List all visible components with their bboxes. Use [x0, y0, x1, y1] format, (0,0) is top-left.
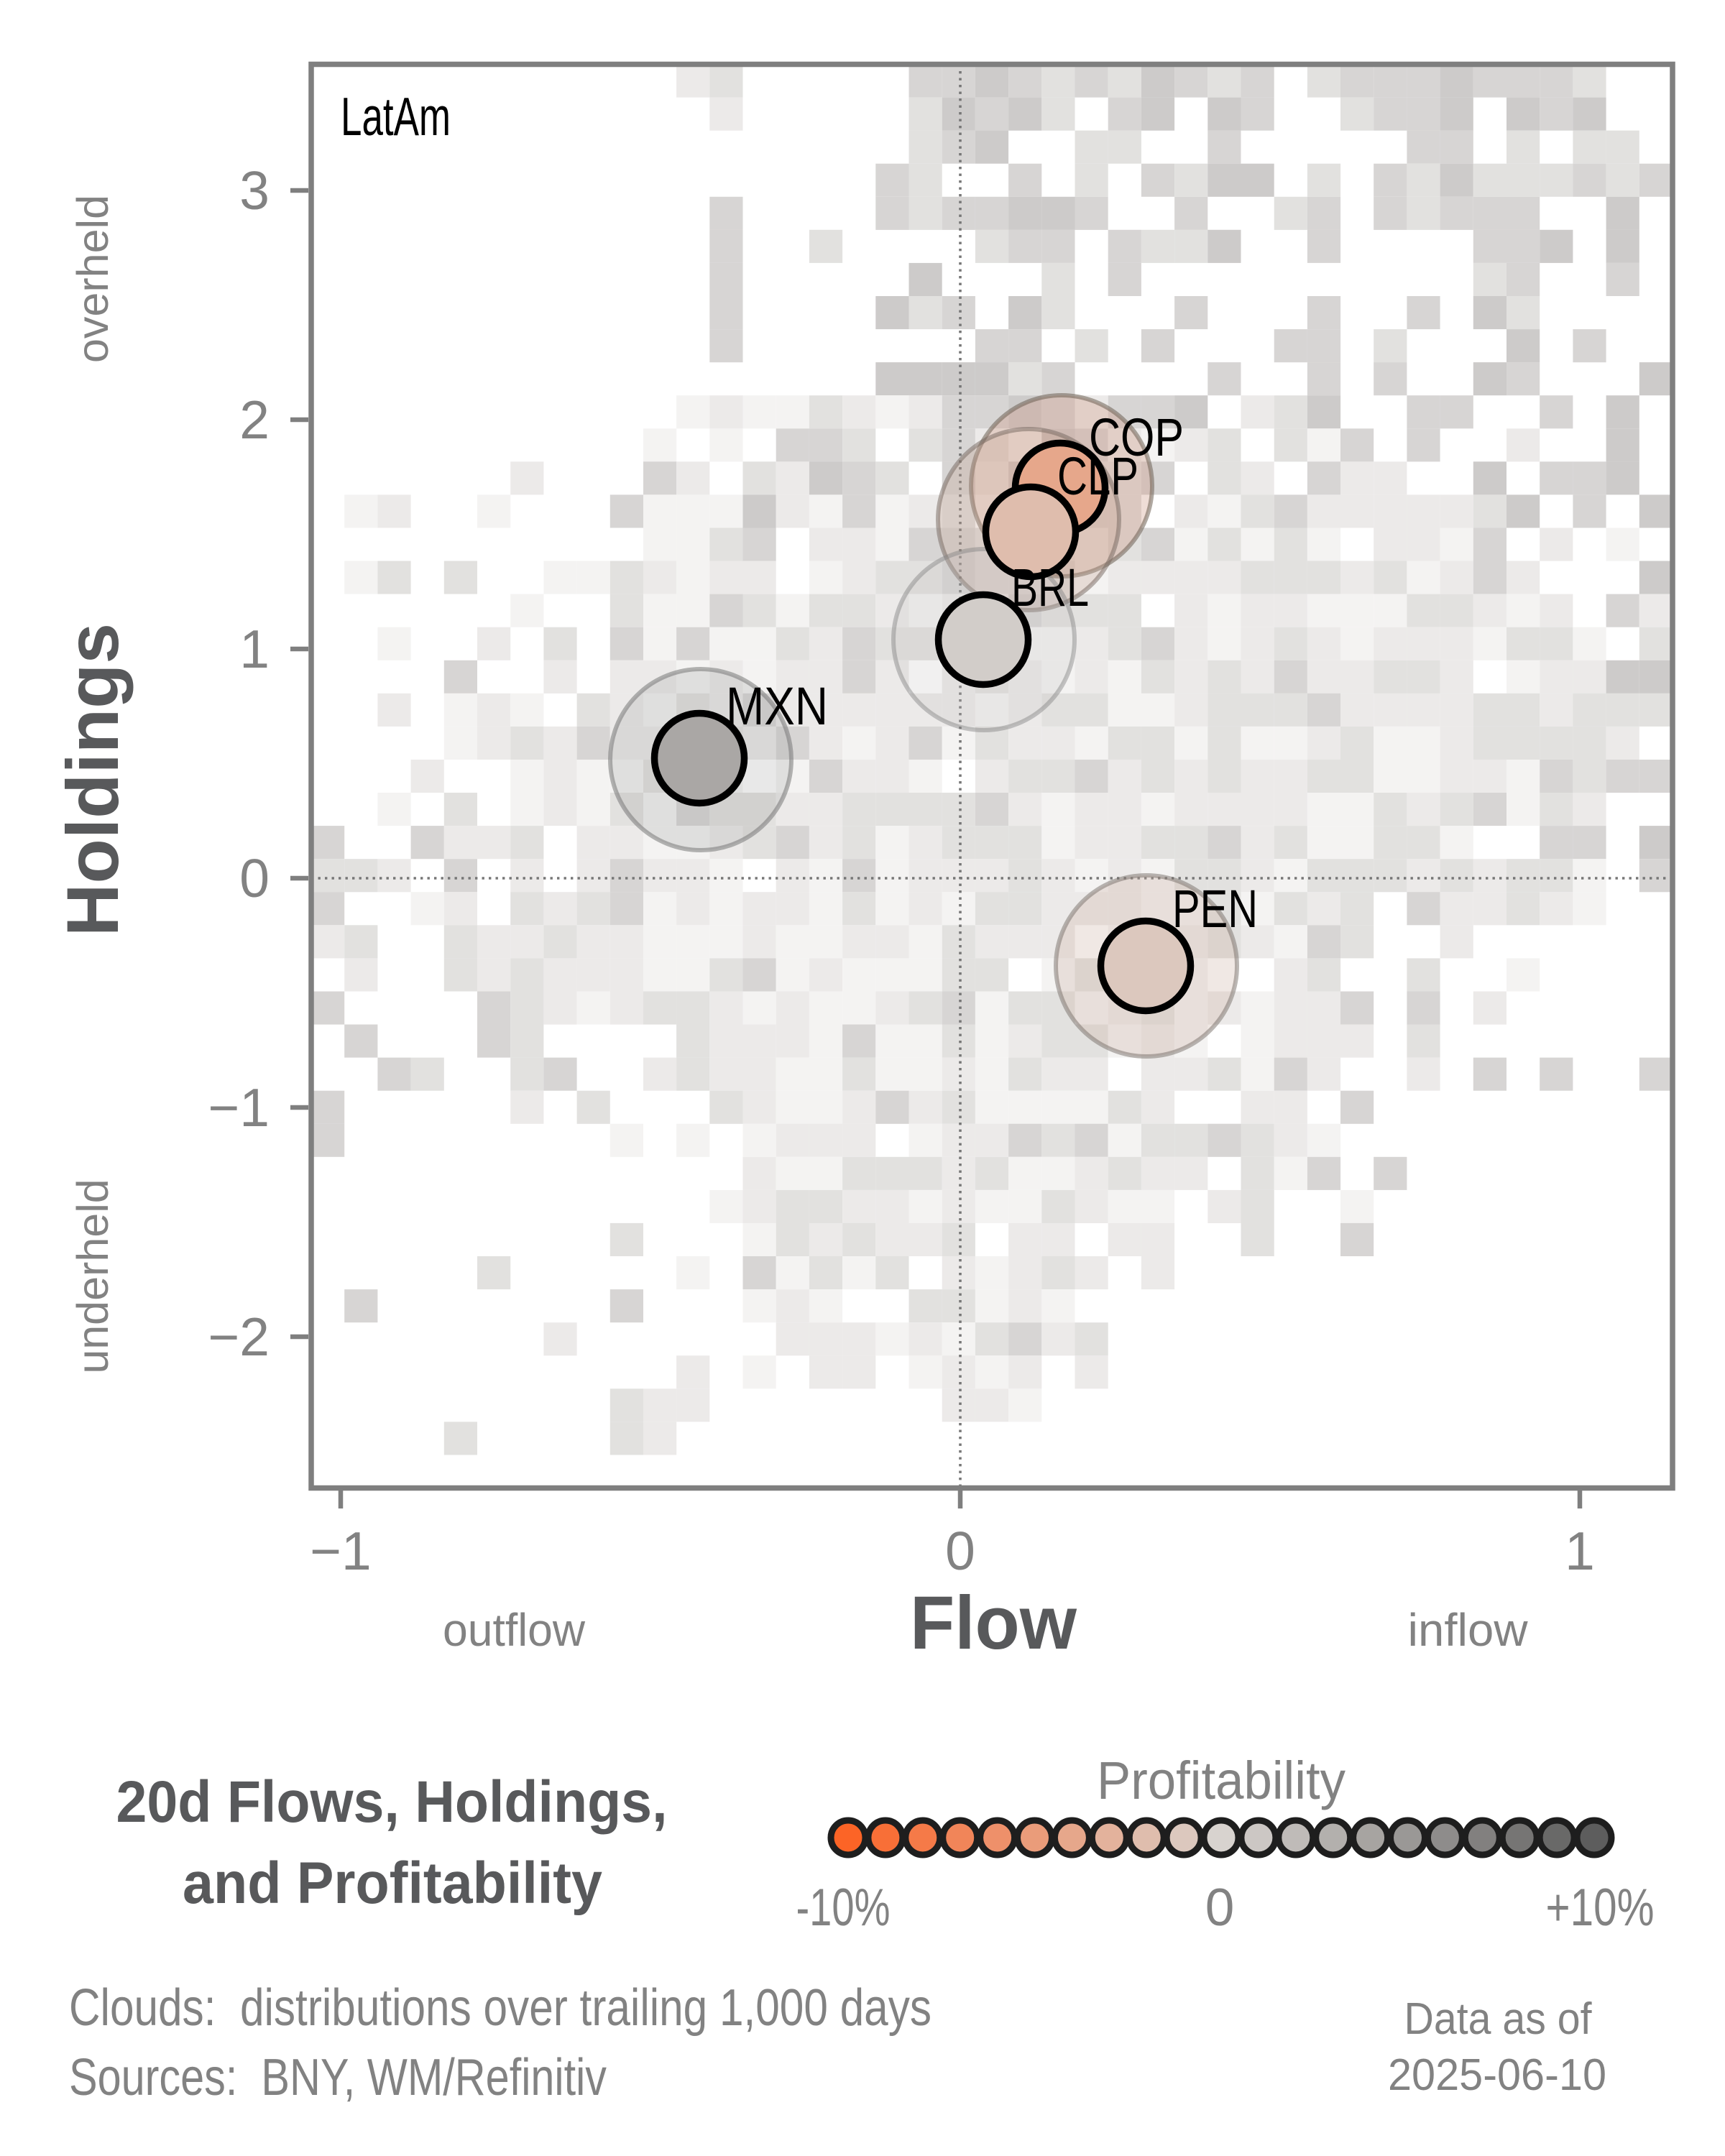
svg-text:overheld: overheld	[68, 195, 117, 363]
svg-text:Profitability: Profitability	[1097, 1751, 1346, 1810]
svg-text:Holdings: Holdings	[52, 623, 134, 936]
svg-text:Clouds: distributions over tr: Clouds: distributions over trailing 1,00…	[69, 1979, 932, 2037]
svg-text:−1: −1	[208, 1077, 270, 1138]
svg-text:BRL: BRL	[1011, 558, 1089, 617]
svg-text:1: 1	[239, 619, 270, 679]
svg-text:Flow: Flow	[910, 1581, 1077, 1665]
svg-text:1: 1	[1565, 1521, 1595, 1581]
svg-text:inflow: inflow	[1408, 1604, 1529, 1656]
svg-text:0: 0	[945, 1521, 975, 1581]
svg-text:CLP: CLP	[1057, 446, 1138, 506]
svg-text:0: 0	[239, 848, 270, 908]
svg-text:Sources: BNY, WM/Refinitiv: Sources: BNY, WM/Refinitiv	[69, 2049, 607, 2106]
svg-text:MXN: MXN	[726, 676, 828, 736]
svg-text:0: 0	[1205, 1879, 1235, 1937]
svg-text:COP: COP	[1089, 407, 1184, 467]
svg-text:20d Flows, Holdings,: 20d Flows, Holdings,	[116, 1769, 668, 1835]
svg-text:3: 3	[239, 160, 270, 221]
svg-text:-10%: -10%	[796, 1879, 891, 1937]
svg-text:LatAm: LatAm	[341, 86, 451, 147]
svg-text:PEN: PEN	[1172, 879, 1258, 939]
svg-text:−2: −2	[208, 1307, 270, 1367]
svg-text:outflow: outflow	[443, 1604, 586, 1656]
svg-text:+10%: +10%	[1546, 1879, 1655, 1937]
svg-text:Data as of: Data as of	[1404, 1994, 1593, 2044]
svg-text:−1: −1	[310, 1521, 372, 1581]
svg-text:and Profitability: and Profitability	[183, 1851, 602, 1916]
svg-text:2025-06-10: 2025-06-10	[1388, 2050, 1606, 2100]
svg-text:underheld: underheld	[68, 1179, 117, 1373]
svg-text:2: 2	[239, 390, 270, 450]
